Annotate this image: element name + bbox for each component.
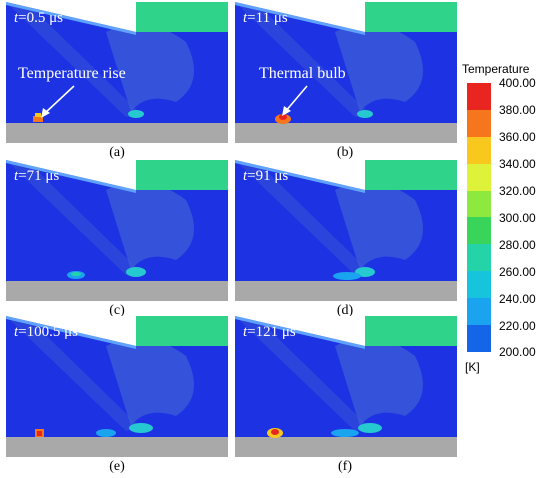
time-value: =0.5 μs bbox=[18, 10, 64, 26]
annotation-thermal-bulb: Thermal bulb bbox=[259, 65, 346, 82]
time-variable: t bbox=[14, 324, 19, 340]
time-value: =91 μs bbox=[247, 168, 289, 184]
panel-f: t=121 μs bbox=[235, 316, 457, 457]
legend-tick: 320.00 bbox=[499, 184, 536, 198]
legend-tick: 280.00 bbox=[499, 238, 536, 252]
temperature-field-f bbox=[235, 316, 457, 457]
caption-b: (b) bbox=[336, 145, 354, 160]
time-variable: t bbox=[243, 10, 248, 26]
time-variable: t bbox=[243, 168, 248, 184]
temperature-field-e bbox=[6, 316, 228, 457]
legend-swatch bbox=[467, 136, 491, 164]
legend-tick: 260.00 bbox=[499, 265, 536, 279]
time-variable: t bbox=[14, 168, 19, 184]
panel-c: t=71 μs bbox=[6, 160, 228, 301]
caption-c: (c) bbox=[109, 303, 125, 318]
legend-tick: 220.00 bbox=[499, 319, 536, 333]
legend-tick: 340.00 bbox=[499, 157, 536, 171]
legend-swatch bbox=[467, 325, 491, 352]
time-value: =121 μs bbox=[247, 324, 296, 340]
caption-e: (e) bbox=[109, 459, 125, 474]
legend-swatch bbox=[467, 163, 491, 191]
time-label: t=11 μs bbox=[243, 10, 288, 27]
legend-tick: 380.00 bbox=[499, 103, 536, 117]
time-label: t=91 μs bbox=[243, 168, 288, 185]
time-value: =71 μs bbox=[18, 168, 60, 184]
caption-a: (a) bbox=[109, 145, 125, 160]
legend-swatch bbox=[467, 217, 491, 245]
panel-e: t=100.5 μs bbox=[6, 316, 228, 457]
panel-b: t=11 μs Thermal bulb bbox=[235, 2, 457, 143]
temperature-field-b bbox=[235, 2, 457, 143]
caption-d: (d) bbox=[336, 303, 354, 318]
legend-tick: 360.00 bbox=[499, 130, 536, 144]
time-value: =11 μs bbox=[247, 10, 288, 26]
legend-swatch bbox=[467, 298, 491, 326]
annotation-arrow bbox=[282, 85, 308, 116]
legend-tick: 300.00 bbox=[499, 211, 536, 225]
time-variable: t bbox=[243, 324, 248, 340]
legend-swatch bbox=[467, 83, 491, 110]
time-label: t=121 μs bbox=[243, 324, 296, 341]
legend-title: Temperature bbox=[462, 62, 530, 76]
time-label: t=100.5 μs bbox=[14, 324, 78, 341]
legend-swatch bbox=[467, 109, 491, 137]
legend-units: [K] bbox=[465, 360, 480, 374]
legend-swatch bbox=[467, 271, 491, 299]
legend-swatch bbox=[467, 190, 491, 218]
caption-f: (f) bbox=[338, 459, 352, 474]
legend-tick: 240.00 bbox=[499, 292, 536, 306]
time-variable: t bbox=[14, 10, 19, 26]
legend-swatch bbox=[467, 244, 491, 272]
panel-a: t=0.5 μs Temperature rise bbox=[6, 2, 228, 143]
annotation-temperature-rise: Temperature rise bbox=[18, 65, 126, 82]
legend-tick: 400.00 bbox=[499, 76, 536, 90]
temperature-field-d bbox=[235, 160, 457, 301]
temperature-field-a bbox=[6, 2, 228, 143]
annotation-arrow bbox=[41, 85, 75, 118]
color-scale-bar bbox=[467, 83, 491, 352]
panel-d: t=91 μs bbox=[235, 160, 457, 301]
time-value: =100.5 μs bbox=[18, 324, 79, 340]
legend-tick: 200.00 bbox=[499, 345, 536, 359]
time-label: t=0.5 μs bbox=[14, 10, 63, 27]
time-label: t=71 μs bbox=[14, 168, 59, 185]
temperature-field-c bbox=[6, 160, 228, 301]
